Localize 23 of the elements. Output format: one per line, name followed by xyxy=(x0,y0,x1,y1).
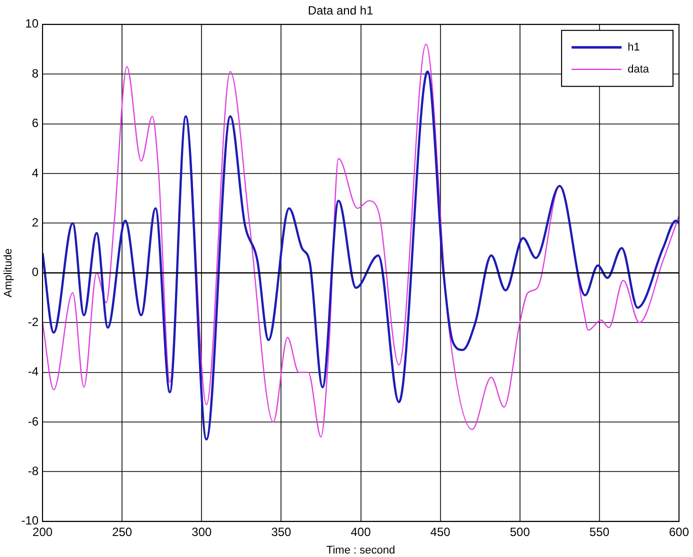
y-tick-label: 6 xyxy=(32,116,39,130)
x-tick-label: 250 xyxy=(112,524,132,539)
y-axis-title: Amplitude xyxy=(2,248,15,298)
y-tick-label: 0 xyxy=(32,265,39,280)
x-tick-label: 500 xyxy=(510,524,530,539)
legend-label: h1 xyxy=(628,41,640,54)
x-axis-title: Time : second xyxy=(326,544,396,556)
y-tick-label: 10 xyxy=(25,16,39,31)
y-tick-label: -8 xyxy=(28,464,39,478)
legend-label: data xyxy=(628,63,650,76)
x-tick-label: 350 xyxy=(271,524,292,539)
y-tick-label: -6 xyxy=(28,414,39,428)
x-tick-label: 550 xyxy=(589,524,610,539)
x-tick-label: 450 xyxy=(430,524,451,539)
x-tick-label: 400 xyxy=(350,524,372,539)
x-tick-label: 600 xyxy=(668,524,690,539)
y-tick-label: -4 xyxy=(28,364,39,379)
y-tick-label: 8 xyxy=(32,66,39,80)
y-tick-label: 4 xyxy=(32,166,39,180)
x-tick-label: 300 xyxy=(192,524,212,539)
y-tick-label: 2 xyxy=(32,216,39,230)
chart-title: Data and h1 xyxy=(308,4,374,18)
y-tick-label: -2 xyxy=(28,314,39,329)
